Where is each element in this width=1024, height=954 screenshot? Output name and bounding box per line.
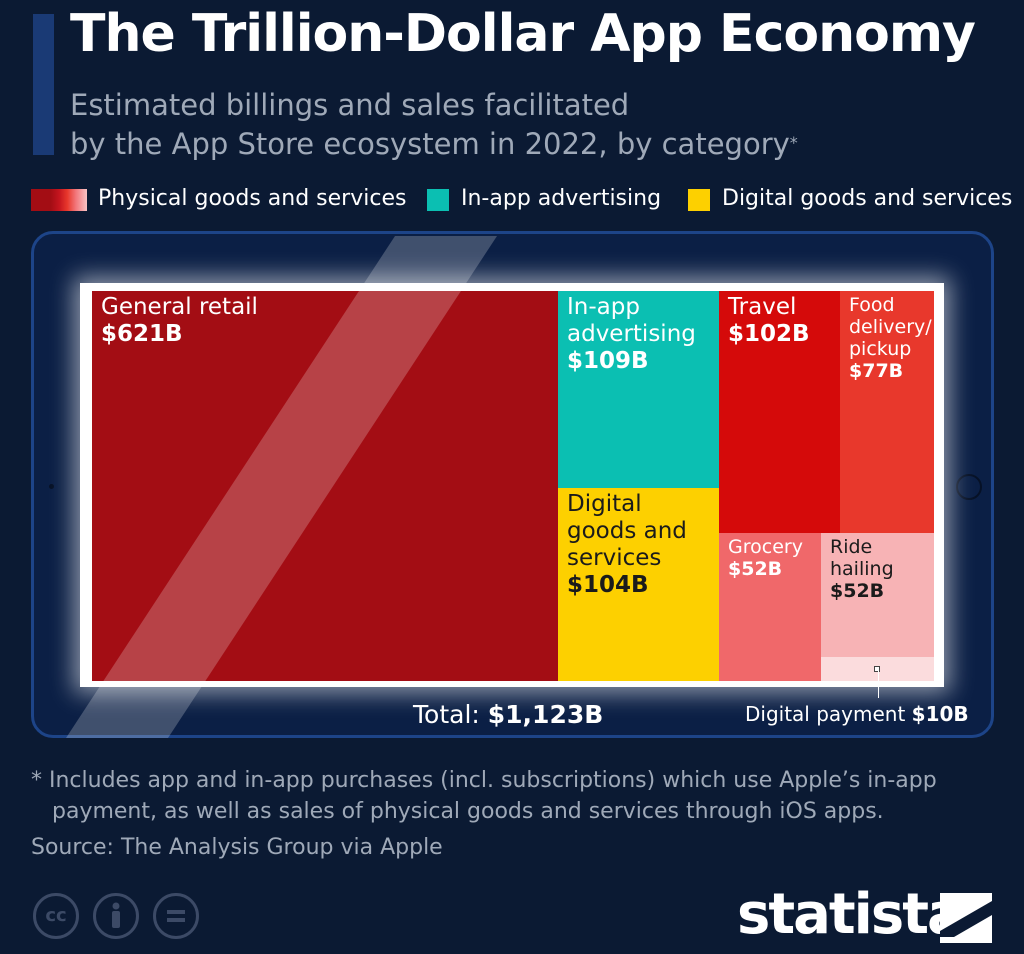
accent-bar <box>33 14 54 155</box>
total-prefix: Total: <box>413 700 480 729</box>
legend-swatch-digital <box>688 189 710 211</box>
footnote-line-1: * Includes app and in-app purchases (inc… <box>31 768 937 793</box>
camera-dot <box>49 484 54 489</box>
treemap-category-name: Ride hailing <box>830 536 894 580</box>
treemap-label: Grocery $52B <box>728 536 803 580</box>
treemap-value-label: $104B <box>567 572 649 598</box>
legend-swatch-physical <box>31 189 87 211</box>
treemap-category-name: Digital goods and services <box>567 491 687 571</box>
treemap-category-name: Grocery <box>728 536 803 558</box>
treemap: General retail $621B In-app advertising $109… <box>92 291 934 681</box>
treemap-cell-ride-hailing: Ride hailing $52B <box>821 533 934 657</box>
treemap-category-name: General retail <box>101 294 258 320</box>
treemap-cell-in-app-advertising: In-app advertising $109B <box>558 291 719 488</box>
treemap-category-name: In-app advertising <box>567 294 696 347</box>
treemap-cell-digital-goods-and-services: Digital goods and services $104B <box>558 488 719 681</box>
legend-swatch-advertising <box>427 189 449 211</box>
digital-payment-leader <box>878 670 879 698</box>
treemap-value-label: $102B <box>728 321 810 347</box>
nd-icon <box>153 893 199 939</box>
treemap-value-label: $109B <box>567 348 649 374</box>
legend-label-advertising: In-app advertising <box>461 186 662 211</box>
digital-payment-name: Digital payment <box>745 702 906 726</box>
treemap-label: Ride hailing $52B <box>830 536 894 602</box>
treemap-category-name: Food delivery/pickup <box>849 294 932 360</box>
treemap-label: In-app advertising $109B <box>567 294 696 375</box>
footnote-line-2: payment, as well as sales of physical go… <box>52 799 884 824</box>
treemap-category-name: Travel <box>728 294 797 320</box>
legend-label-digital: Digital goods and services <box>722 186 1013 211</box>
home-button-icon <box>956 474 982 500</box>
treemap-cell-grocery: Grocery $52B <box>719 533 821 681</box>
source-note: Source: The Analysis Group via Apple <box>31 835 443 860</box>
subtitle-footnote-mark: * <box>789 133 798 152</box>
chart-subtitle: Estimated billings and sales facilitated… <box>70 86 970 164</box>
total-value: $1,123B <box>487 700 604 729</box>
treemap-value-label: $621B <box>101 321 183 347</box>
treemap-cell-general-retail: General retail $621B <box>92 291 558 681</box>
treemap-label: General retail $621B <box>101 294 258 348</box>
treemap-cell-food-delivery-pickup: Food delivery/pickup $77B <box>840 291 934 533</box>
footnote: * Includes app and in-app purchases (inc… <box>31 765 991 827</box>
chart-title: The Trillion-Dollar App Economy <box>70 4 976 64</box>
treemap-label: Digital goods and services $104B <box>567 491 687 599</box>
subtitle-line-1: Estimated billings and sales facilitated <box>70 88 630 122</box>
by-icon <box>93 893 139 939</box>
digital-payment-value: $10B <box>911 702 969 726</box>
treemap-label: Food delivery/pickup $77B <box>849 294 932 382</box>
subtitle-line-2: by the App Store ecosystem in 2022, by c… <box>70 127 790 161</box>
digital-payment-label: Digital payment $10B <box>745 702 969 726</box>
digital-payment-leader-dot <box>874 666 880 672</box>
statista-logo-icon <box>940 893 992 943</box>
treemap-label: Travel $102B <box>728 294 810 348</box>
legend-label-physical: Physical goods and services <box>98 186 407 211</box>
total-label: Total: $1,123B <box>413 700 603 729</box>
treemap-value-label: $52B <box>830 580 885 602</box>
treemap-value-label: $77B <box>849 360 904 382</box>
statista-brand: statista <box>737 882 965 947</box>
treemap-value-label: $52B <box>728 558 783 580</box>
cc-icon: cc <box>33 893 79 939</box>
treemap-cell-travel: Travel $102B <box>719 291 840 533</box>
tablet-screen: General retail $621B In-app advertising $109… <box>80 283 944 687</box>
